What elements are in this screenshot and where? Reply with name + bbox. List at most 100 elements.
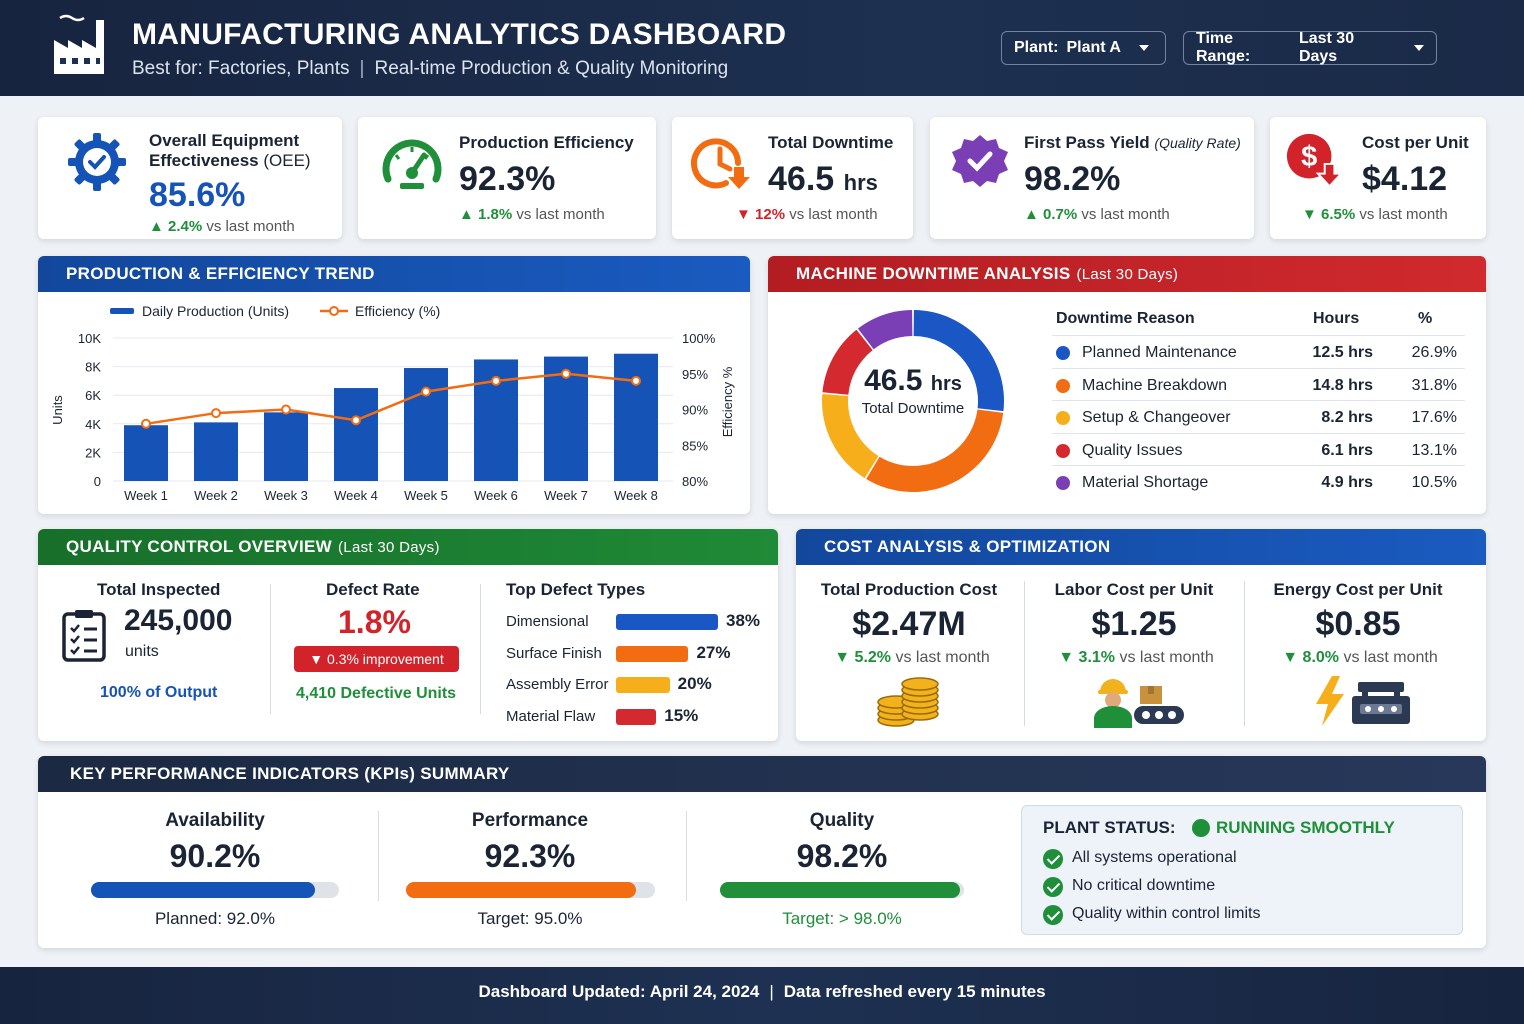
defect-type-label: Assembly Error [506,676,609,693]
kpi-label-cost-per-unit: Cost per Unit [1362,133,1469,152]
y-tick-label: 8K [85,360,101,375]
cost-change-labor: ▼ 3.1% vs last month [1026,649,1246,667]
efficiency-point[interactable] [421,386,431,397]
summary-progress-track [720,882,964,898]
legend-dot [1056,346,1070,360]
x-tick-label: Week 2 [194,488,238,503]
summary-value: 98.2% [796,838,888,874]
x-tick-label: Week 8 [614,488,658,503]
production-bar[interactable] [614,353,658,481]
efficiency-point[interactable] [631,375,641,386]
production-bar[interactable] [124,425,168,481]
donut-slice[interactable] [913,310,1004,412]
kpi-change-oee: ▲ 2.4% vs last month [149,218,295,235]
downtime-panel: MACHINE DOWNTIME ANALYSIS (Last 30 Days) … [768,256,1486,514]
cost-change-value: ▼ 3.1% [1058,649,1116,666]
y-tick-label: 0 [94,474,101,489]
cost-value-energy: $0.85 [1315,605,1401,643]
production-bar[interactable] [404,368,448,481]
kpi-card-downtime[interactable]: Total Downtime 46.5 hrs ▼ 12% vs last mo… [672,117,913,239]
defect-pct: 27% [696,642,731,662]
kpi-value-downtime: 46.5 hrs [768,160,878,199]
downtime-donut-chart [822,310,1004,492]
defect-bar [616,614,718,630]
efficiency-point[interactable] [141,418,151,429]
kpi-change-downtime: ▼ 12% vs last month [736,206,878,223]
donut-slice[interactable] [822,394,879,479]
defect-improvement-badge: ▼ 0.3% improvement [294,646,459,672]
quality-title: QUALITY CONTROL OVERVIEW (Last 30 Days) [38,529,778,565]
downtime-row[interactable]: Setup & Changeover 8.2 hrs 17.6% [1052,400,1465,433]
kpi-card-production-efficiency[interactable]: Production Efficiency 92.3% ▲ 1.8% vs la… [358,117,656,239]
downtime-pct: 13.1% [1411,441,1457,459]
kpi-value-cost-per-unit: $4.12 [1362,160,1448,198]
defect-pct: 15% [664,705,699,725]
downtime-row[interactable]: Machine Breakdown 14.8 hrs 31.8% [1052,367,1465,401]
plant-dropdown[interactable]: Plant: Plant A [1001,31,1166,65]
y-right-tick-label: 80% [682,474,708,489]
downtime-reason: Machine Breakdown [1082,376,1227,394]
donut-slice[interactable] [822,329,873,395]
subtitle-right: Real-time Production & Quality Monitorin… [374,58,729,79]
legend-line-label: Efficiency (%) [355,303,440,319]
page-subtitle: Best for: Factories, Plants | Real-time Pr… [132,58,729,79]
kpi-summary-title: KEY PERFORMANCE INDICATORS (KPIs) SUMMAR… [38,756,1486,792]
downtime-row[interactable]: Planned Maintenance 12.5 hrs 26.9% [1052,335,1465,368]
downtime-pct: 10.5% [1411,474,1457,491]
donut-slice[interactable] [857,310,913,350]
summary-progress-track [91,882,339,898]
kpi-change-note: vs last month [789,206,878,223]
kpi-card-cost-per-unit[interactable]: $ Cost per Unit $4.12 ▼ 6.5% vs last mon… [1270,117,1486,239]
kpi-change-note: vs last month [516,206,605,223]
summary-progress-fill [406,882,636,898]
kpi-change-value: ▲ 0.7% [1024,206,1078,223]
defect-bar [616,708,657,725]
legend-bar-label: Daily Production (Units) [142,303,289,319]
production-bar[interactable] [334,388,378,481]
chevron-down-icon [1414,45,1424,51]
kpi-label-oee: Overall Equipment Effectiveness (OEE) [149,131,311,171]
kpi-card-oee[interactable]: Overall Equipment Effectiveness (OEE) 85… [38,117,342,239]
efficiency-point[interactable] [561,368,571,379]
kpi-label-line1: Overall Equipment [149,131,300,150]
legend-line-marker [329,306,339,316]
efficiency-line [145,372,637,426]
production-bar[interactable] [264,412,308,481]
donut-slice[interactable] [866,409,1004,492]
summary-progress-fill [91,882,315,898]
x-tick-label: Week 4 [334,488,378,503]
donut-center-label: Total Downtime [861,400,965,417]
check-icon [1043,905,1063,925]
energy-machine-icon [1316,676,1410,726]
coins-icon [877,677,939,727]
status-item: Quality within control limits [1072,905,1261,922]
check-icon [1043,849,1063,869]
y-tick-label: 10K [78,331,101,346]
efficiency-point[interactable] [491,375,501,386]
production-bar[interactable] [194,422,238,481]
defect-type-label: Dimensional [506,613,589,630]
cost-change-total: ▼ 5.2% vs last month [802,649,1022,667]
summary-label: Quality [809,810,875,831]
downtime-row[interactable]: Material Shortage 4.9 hrs 10.5% [1052,465,1465,498]
kpi-card-first-pass-yield[interactable]: First Pass Yield (Quality Rate) 98.2% ▲ … [930,117,1254,239]
downtime-hours: 8.2 hrs [1321,409,1373,426]
efficiency-point[interactable] [211,408,221,419]
legend-dot [1056,378,1070,393]
inspected-unit: units [125,643,159,660]
kpi-label-text: First Pass Yield [1024,133,1150,152]
defect-bar [616,645,689,662]
time-range-dropdown[interactable]: Time Range: Last 30 Days [1183,30,1437,65]
efficiency-point[interactable] [281,404,291,415]
efficiency-point[interactable] [351,415,361,426]
plant-status-label: PLANT STATUS: [1043,818,1176,837]
defect-bar [616,677,670,693]
quality-control-panel: QUALITY CONTROL OVERVIEW (Last 30 Days) [38,529,778,741]
downtime-reason: Material Shortage [1082,474,1209,491]
chart-legend: Daily Production (Units) Efficiency (%) [110,303,440,319]
y-tick-label: 4K [85,417,101,432]
downtime-row[interactable]: Quality Issues 6.1 hrs 13.1% [1052,432,1465,466]
cost-title: COST ANALYSIS & OPTIMIZATION [796,529,1486,565]
gear-check-icon [68,133,126,191]
y-tick-label: 2K [85,445,101,460]
